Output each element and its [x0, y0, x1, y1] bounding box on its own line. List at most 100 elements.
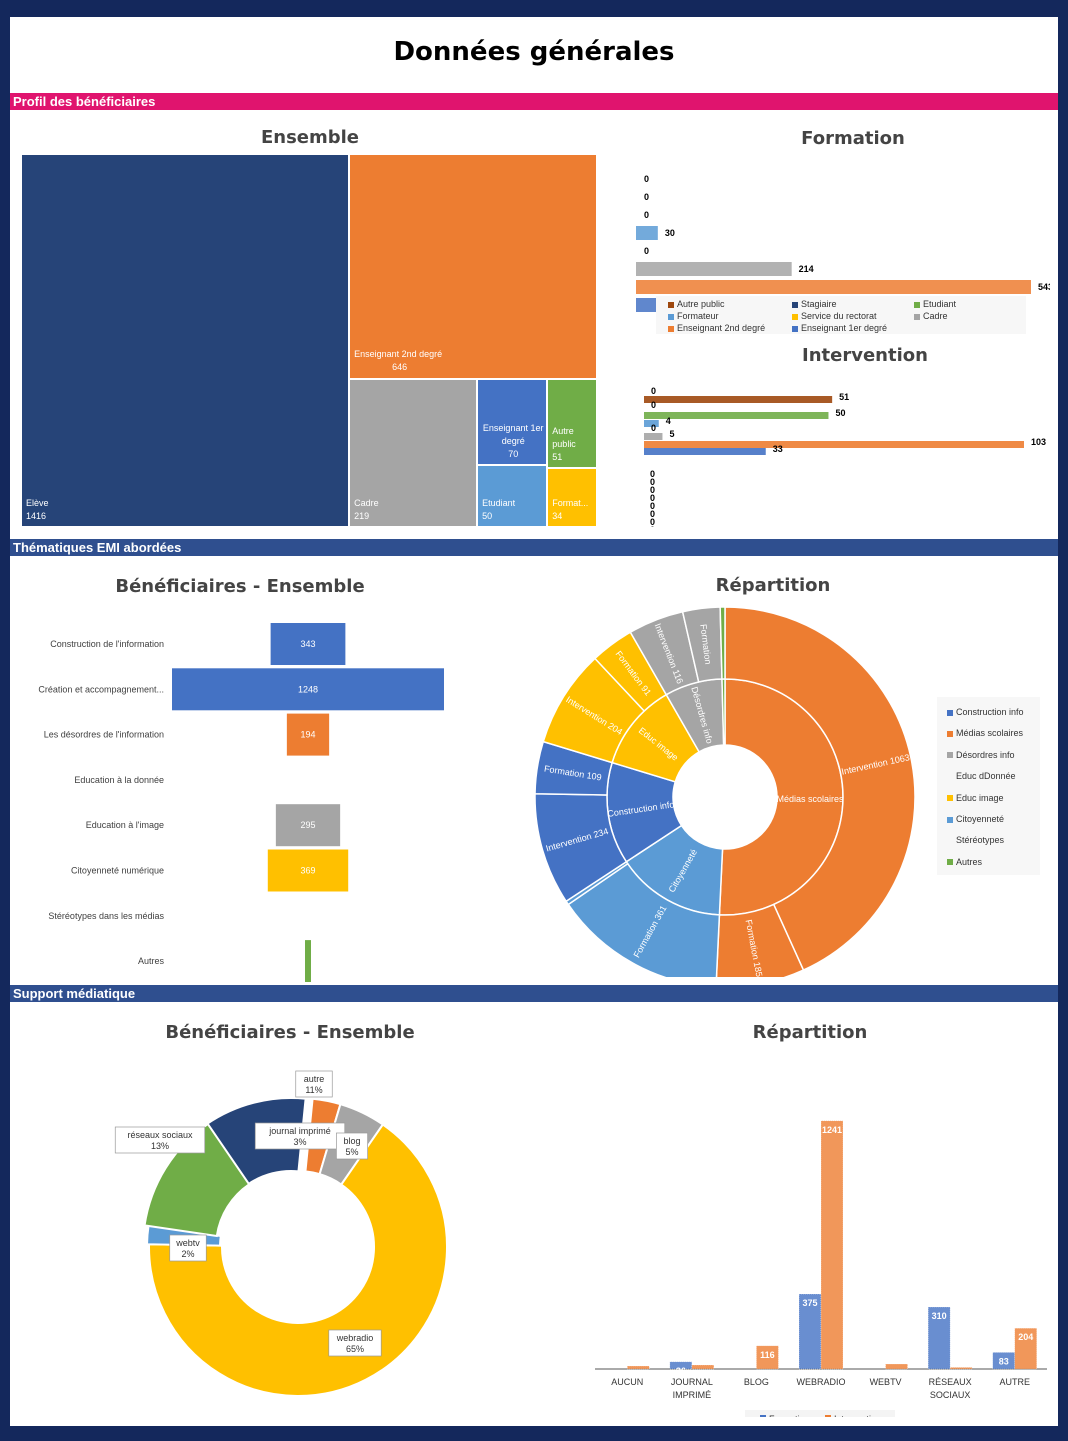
legend-swatch — [792, 301, 798, 308]
treemap-cell-label: Enseignant 2nd degré 646 — [354, 348, 594, 374]
x-tick-label: BLOG — [744, 1377, 769, 1387]
sunburst-outer-segment — [724, 606, 916, 972]
legend-swatch — [914, 301, 920, 308]
x-tick-label: RÉSEAUX — [929, 1377, 972, 1387]
treemap-cell: Enseignant 2nd degré 646 — [349, 154, 597, 380]
column-bar-texture — [949, 1367, 973, 1370]
funnel-bar — [286, 713, 330, 756]
sunburst-outer-segment — [719, 606, 726, 680]
formation-value-label: 0 — [644, 246, 649, 256]
legend-swatch — [947, 752, 953, 759]
intervention-zero-label: 0 — [650, 509, 655, 519]
chart-title-thematiques-repartition: Répartition — [715, 575, 831, 596]
treemap-cell-label: Autre public 51 — [552, 425, 594, 464]
legend-label: Etudiant — [923, 299, 957, 309]
funnel-value-label: 194 — [300, 730, 315, 740]
column-value-label: 36 — [676, 1366, 686, 1376]
column-value-label: 1241 — [822, 1125, 842, 1135]
treemap-cell: Enseignant 1er degré 70 — [477, 379, 548, 466]
funnel-category-label: Education à la donnée — [74, 775, 164, 785]
intervention-zero-label: 0 — [650, 493, 655, 503]
intervention-zero-label: 0 — [650, 469, 655, 479]
legend-item: Formateur — [668, 311, 719, 321]
legend-label: Citoyenneté — [956, 814, 1005, 824]
intervention-bar — [644, 412, 829, 419]
column-bar-texture — [885, 1363, 908, 1370]
column-bar — [627, 1366, 650, 1369]
column-value-label: 116 — [760, 1350, 775, 1360]
chart-title-formation: Formation — [801, 128, 905, 149]
treemap-cell-name: Format... — [552, 497, 589, 508]
funnel-category-label: Education à l'image — [86, 820, 164, 830]
intervention-zero-label: 0 — [650, 477, 655, 487]
data-label-box — [295, 1070, 333, 1098]
treemap-cell-name: Autre public — [552, 425, 576, 449]
legend-label: Enseignant 2nd degré — [677, 323, 766, 333]
legend-swatch — [947, 838, 953, 844]
legend-label: Enseignant 1er degré — [801, 323, 888, 333]
section-band-profil: Profil des bénéficiaires — [10, 93, 1058, 110]
legend-item: Autres — [947, 857, 982, 867]
column-bar-texture — [627, 1365, 650, 1370]
legend-item: Etudiant — [914, 299, 956, 309]
sunburst-inner-label: Médias scolaires — [776, 794, 844, 804]
legend-item: Cadre — [914, 311, 948, 321]
intervention-value-label: 0 — [651, 400, 656, 410]
intervention-bar-chart: 05105040510333000000000 — [644, 386, 1046, 527]
treemap-cell-name: Etudiant — [482, 497, 516, 508]
legend-label: Formation — [769, 1414, 810, 1417]
intervention-value-label: 103 — [1031, 437, 1046, 447]
formation-bar-chart: 00030021454337 — [636, 174, 1050, 312]
legend-swatch — [947, 774, 953, 780]
formation-value-label: 0 — [644, 192, 649, 202]
funnel-category-label: Citoyenneté numérique — [71, 866, 164, 876]
legend-item: Enseignant 2nd degré — [668, 323, 765, 333]
column-value-label: 310 — [932, 1311, 947, 1321]
data-label-percent: 5% — [345, 1147, 358, 1157]
chart-title-intervention: Intervention — [802, 345, 928, 366]
legend-item: Autre public — [668, 299, 725, 309]
x-tick-label: AUTRE — [999, 1377, 1030, 1387]
treemap-cell-value: 1416 — [26, 511, 47, 521]
legend-swatch — [792, 313, 798, 320]
doughnut-slice — [148, 1123, 448, 1397]
treemap-cell-label: Elève 1416 — [26, 497, 346, 523]
formation-bar — [636, 262, 792, 276]
data-label-name: journal imprimé — [268, 1126, 331, 1136]
formation-value-label: 0 — [644, 210, 649, 220]
column-value-label: 83 — [999, 1356, 1009, 1366]
chart-title-thematiques-ensemble: Bénéficiaires - Ensemble — [115, 576, 365, 597]
intervention-value-label: 51 — [839, 392, 849, 402]
legend-item: Stagiaire — [792, 299, 837, 309]
formation-value-label: 543 — [1038, 282, 1050, 292]
formation-legend: Autre public Stagiaire Etudiant Formateur Se… — [656, 296, 1026, 334]
intervention-value-label: 0 — [651, 386, 656, 396]
data-label-percent: 3% — [293, 1137, 306, 1147]
treemap-cell: Elève 1416 — [21, 154, 350, 527]
treemap-cell-name: Cadre — [354, 497, 379, 508]
data-label-name: webradio — [336, 1333, 374, 1343]
treemap-cell-name: Elève — [26, 498, 49, 508]
intervention-zero-label: 0 — [650, 485, 655, 495]
intervention-value-label: 0 — [651, 423, 656, 433]
legend-item: Citoyenneté — [947, 814, 1004, 824]
x-tick-label: WEBTV — [870, 1377, 902, 1387]
intervention-value-label: 4 — [666, 416, 671, 426]
column-bar — [885, 1364, 908, 1369]
column-bar — [691, 1365, 714, 1369]
intervention-bar — [644, 420, 659, 427]
legend-label: Autre public — [677, 299, 725, 309]
legend-swatch — [947, 709, 953, 716]
data-label-box — [336, 1132, 368, 1160]
legend-background — [745, 1410, 895, 1417]
funnel-category-label: Autres — [138, 956, 165, 966]
intervention-zero-label: 0 — [650, 525, 655, 527]
data-label-box — [114, 1126, 206, 1154]
funnel-category-label: Les désordres de l'information — [44, 730, 164, 740]
